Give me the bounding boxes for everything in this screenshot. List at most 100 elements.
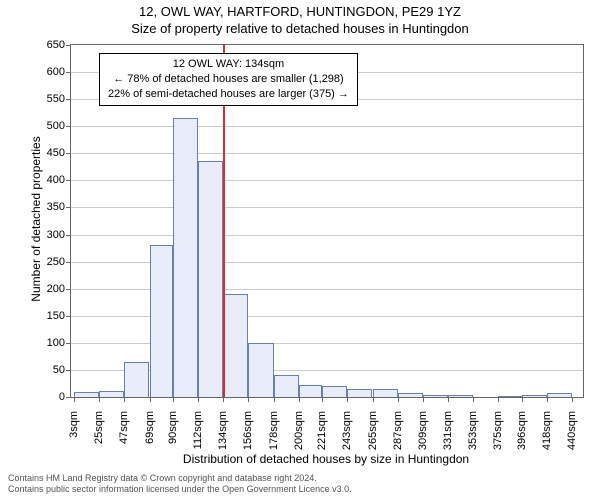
- y-tick-mark: [66, 207, 71, 208]
- x-tick-mark: [322, 397, 323, 402]
- y-tick-label: 450: [47, 147, 65, 159]
- annotation-line-3: 22% of semi-detached houses are larger (…: [108, 87, 349, 102]
- x-tick-label: 69sqm: [144, 411, 156, 444]
- y-tick-label: 0: [59, 391, 65, 403]
- y-tick-mark: [66, 289, 71, 290]
- x-tick-label: 375sqm: [492, 411, 504, 450]
- histogram-bar: [322, 386, 347, 397]
- y-tick-label: 550: [47, 93, 65, 105]
- histogram-bar: [124, 362, 149, 397]
- annotation-box: 12 OWL WAY: 134sqm← 78% of detached hous…: [99, 53, 358, 106]
- x-tick-label: 200sqm: [293, 411, 305, 450]
- x-tick-label: 221sqm: [316, 411, 328, 450]
- y-tick-label: 500: [47, 120, 65, 132]
- grid-line: [71, 262, 583, 263]
- chart-container: 12, OWL WAY, HARTFORD, HUNTINGDON, PE29 …: [0, 0, 600, 500]
- grid-line: [71, 235, 583, 236]
- x-tick-label: 47sqm: [118, 411, 130, 444]
- histogram-bar: [522, 395, 547, 397]
- grid-line: [71, 153, 583, 154]
- y-tick-mark: [66, 235, 71, 236]
- histogram-bar: [248, 343, 273, 397]
- y-tick-mark: [66, 72, 71, 73]
- x-tick-label: 156sqm: [242, 411, 254, 450]
- x-tick-label: 418sqm: [541, 411, 553, 450]
- x-tick-mark: [274, 397, 275, 402]
- histogram-bar: [274, 375, 299, 397]
- x-tick-label: 265sqm: [367, 411, 379, 450]
- y-tick-label: 200: [47, 283, 65, 295]
- x-tick-label: 112sqm: [192, 411, 204, 449]
- x-tick-label: 178sqm: [268, 411, 280, 450]
- y-tick-mark: [66, 343, 71, 344]
- y-tick-mark: [66, 397, 71, 398]
- x-tick-mark: [173, 397, 174, 402]
- y-tick-mark: [66, 180, 71, 181]
- histogram-bar: [173, 118, 198, 397]
- grid-line: [71, 126, 583, 127]
- plot-area: 0501001502002503003504004505005506006503…: [70, 44, 584, 398]
- y-tick-label: 400: [47, 174, 65, 186]
- x-tick-mark: [473, 397, 474, 402]
- x-tick-mark: [522, 397, 523, 402]
- y-axis-label: Number of detached properties: [29, 119, 43, 319]
- chart-title-address: 12, OWL WAY, HARTFORD, HUNTINGDON, PE29 …: [0, 0, 600, 19]
- x-tick-label: 353sqm: [467, 411, 479, 450]
- x-tick-mark: [299, 397, 300, 402]
- x-axis-label: Distribution of detached houses by size …: [70, 452, 582, 466]
- x-tick-label: 331sqm: [442, 411, 454, 450]
- y-tick-label: 300: [47, 229, 65, 241]
- x-tick-mark: [423, 397, 424, 402]
- y-tick-mark: [66, 153, 71, 154]
- x-tick-mark: [99, 397, 100, 402]
- histogram-bar: [74, 392, 99, 397]
- x-tick-label: 25sqm: [93, 411, 105, 444]
- histogram-bar: [99, 391, 124, 397]
- x-tick-label: 287sqm: [392, 411, 404, 450]
- y-tick-mark: [66, 370, 71, 371]
- y-tick-mark: [66, 316, 71, 317]
- x-tick-mark: [373, 397, 374, 402]
- y-tick-label: 350: [47, 201, 65, 213]
- y-tick-mark: [66, 126, 71, 127]
- histogram-bar: [347, 389, 372, 397]
- histogram-bar: [223, 294, 248, 397]
- x-tick-label: 396sqm: [516, 411, 528, 450]
- histogram-bar: [448, 395, 473, 397]
- y-tick-label: 100: [47, 337, 65, 349]
- y-tick-label: 250: [47, 256, 65, 268]
- histogram-bar: [198, 161, 223, 397]
- histogram-bar: [498, 396, 522, 397]
- y-tick-label: 600: [47, 66, 65, 78]
- histogram-bar: [150, 245, 174, 397]
- grid-line: [71, 180, 583, 181]
- x-tick-mark: [150, 397, 151, 402]
- histogram-bar: [547, 393, 572, 397]
- x-tick-mark: [223, 397, 224, 402]
- footer-line-2: Contains public sector information licen…: [8, 484, 352, 496]
- x-tick-mark: [198, 397, 199, 402]
- x-tick-label: 3sqm: [68, 411, 80, 438]
- x-tick-label: 440sqm: [566, 411, 578, 450]
- y-tick-mark: [66, 99, 71, 100]
- grid-line: [71, 316, 583, 317]
- annotation-line-2: ← 78% of detached houses are smaller (1,…: [108, 72, 349, 87]
- x-tick-mark: [498, 397, 499, 402]
- x-tick-label: 243sqm: [341, 411, 353, 450]
- x-tick-label: 90sqm: [167, 411, 179, 444]
- y-tick-mark: [66, 262, 71, 263]
- chart-subtitle: Size of property relative to detached ho…: [0, 19, 600, 36]
- footer-line-1: Contains HM Land Registry data © Crown c…: [8, 473, 352, 485]
- x-tick-mark: [448, 397, 449, 402]
- x-tick-mark: [74, 397, 75, 402]
- annotation-line-1: 12 OWL WAY: 134sqm: [108, 57, 349, 72]
- grid-line: [71, 343, 583, 344]
- histogram-bar: [398, 393, 423, 397]
- grid-line: [71, 289, 583, 290]
- y-tick-label: 650: [47, 39, 65, 51]
- x-tick-mark: [398, 397, 399, 402]
- grid-line: [71, 207, 583, 208]
- x-tick-mark: [547, 397, 548, 402]
- histogram-bar: [299, 385, 323, 397]
- y-tick-label: 50: [53, 364, 65, 376]
